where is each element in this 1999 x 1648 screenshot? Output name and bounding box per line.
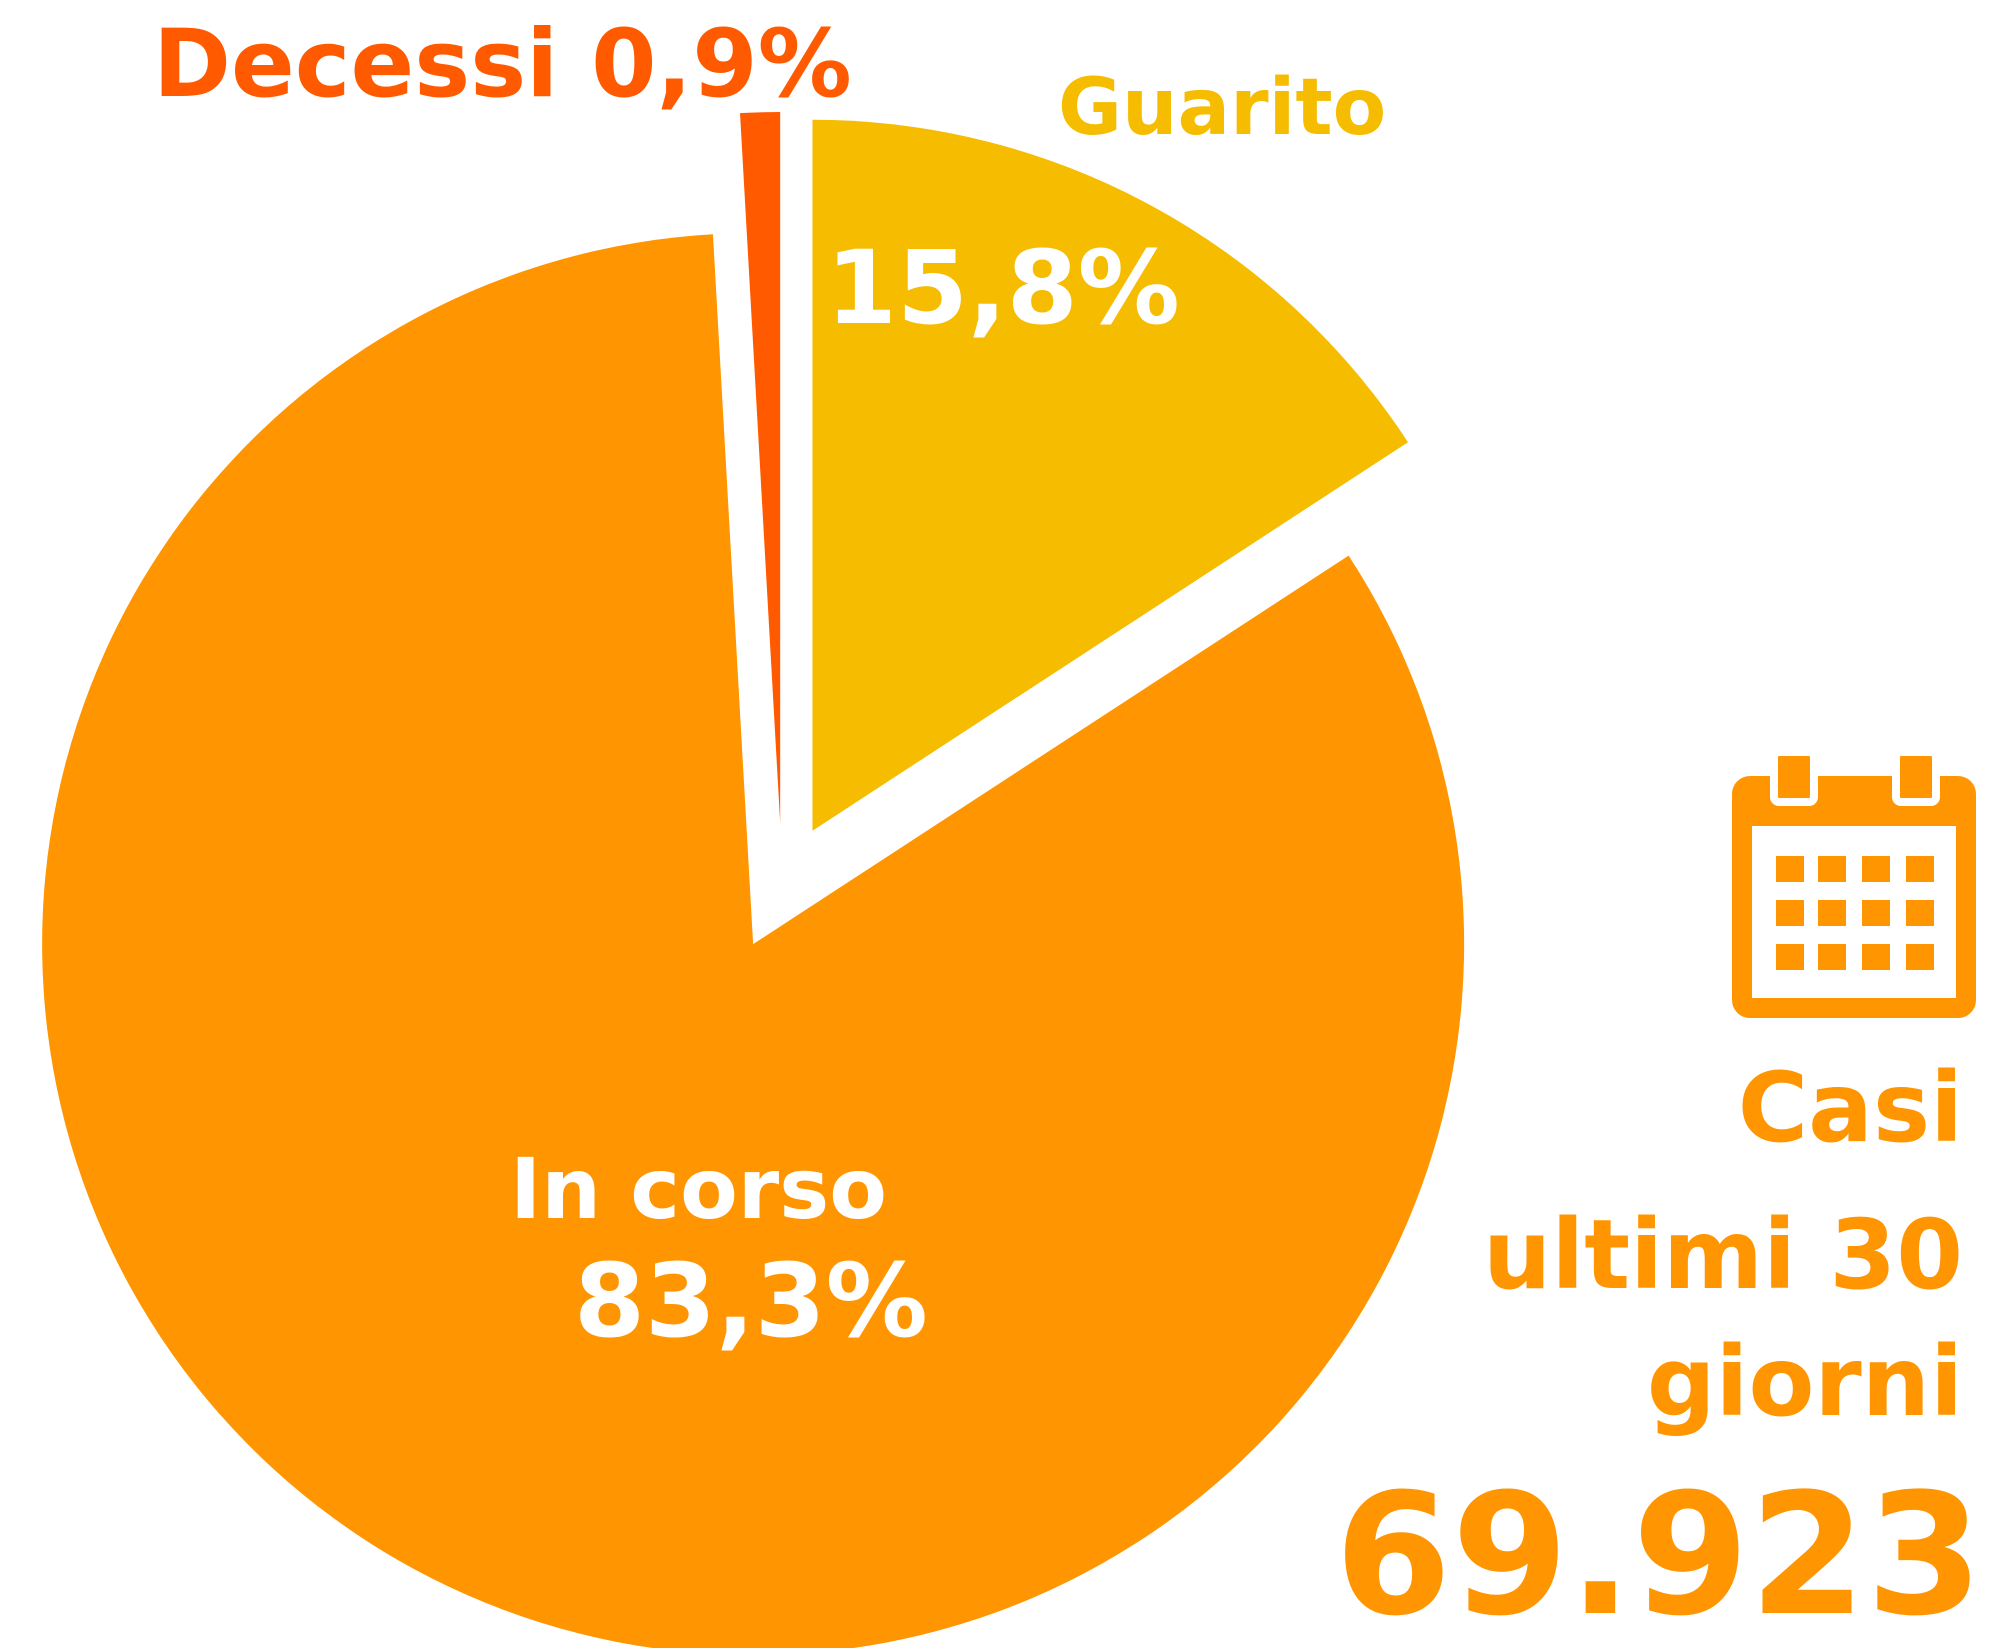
slice-value-label: 0,9% <box>591 10 852 119</box>
in-corso-value-label: 83,3% <box>574 1242 928 1361</box>
guarito-value-label: 15,8% <box>826 229 1180 348</box>
decessi-label: Decessi 0,9% <box>153 10 852 119</box>
pie-slice <box>42 234 1465 1648</box>
total: 69.923 <box>1335 1457 1983 1648</box>
pie-slice <box>812 119 1408 831</box>
pie <box>42 112 1465 1648</box>
slice-name: Decessi <box>153 10 558 119</box>
side-text: Casi <box>1738 1052 1963 1164</box>
guarito-label: Guarito <box>1058 63 1386 153</box>
side-text: giorni <box>1647 1326 1963 1438</box>
pie-slice <box>740 112 781 824</box>
calendar-icon <box>1732 748 1976 1018</box>
side-text: ultimi 30 <box>1483 1199 1963 1311</box>
in-corso-label: In corso <box>510 1140 887 1238</box>
